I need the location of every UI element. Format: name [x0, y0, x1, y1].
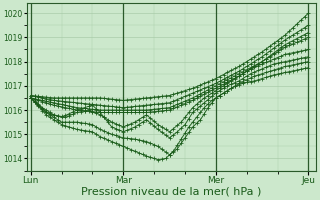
X-axis label: Pression niveau de la mer( hPa ): Pression niveau de la mer( hPa ) — [81, 187, 262, 197]
